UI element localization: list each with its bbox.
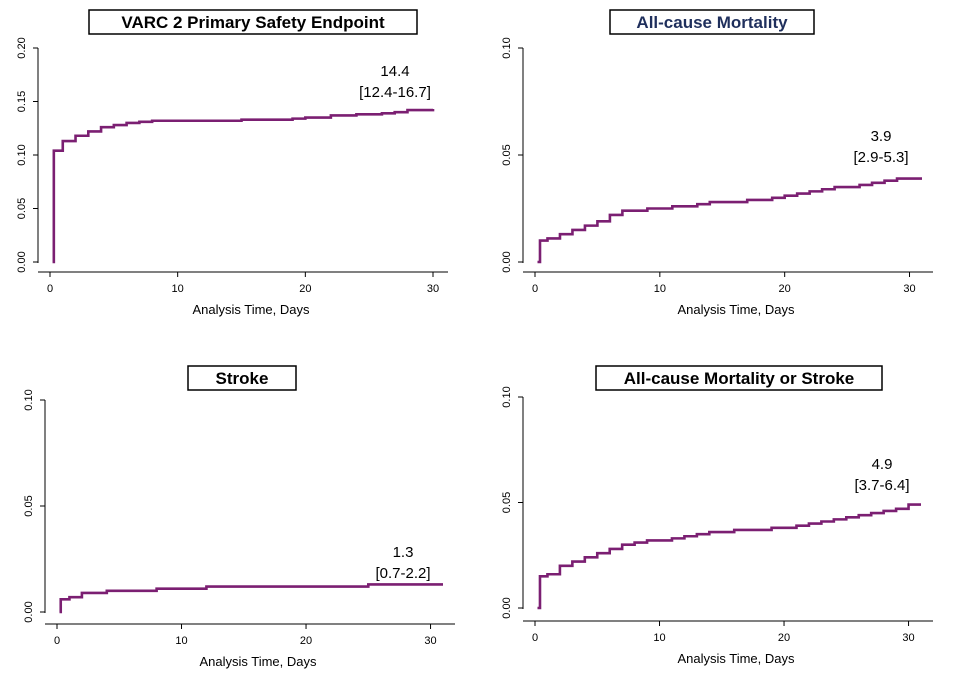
panel-mortality-or-stroke: 0.00 0.05 0.10 0 10 20 30 Analysis Time, Days Al… <box>501 365 933 666</box>
y-tick-label: 0.05 <box>23 495 35 516</box>
annotation-value: 4.9 <box>872 456 893 473</box>
y-tick-label: 0.10 <box>16 144 28 165</box>
y-tick-label: 0.05 <box>501 144 513 165</box>
annotation-value: 14.4 <box>380 63 409 80</box>
y-tick-label: 0.05 <box>16 198 28 219</box>
title-text: All-cause Mortality <box>636 13 788 32</box>
km-curve <box>537 177 922 264</box>
title-text: All-cause Mortality or Stroke <box>624 369 855 388</box>
panel-primary-safety-endpoint: 0.00 0.05 0.10 0.15 0.20 0 10 20 30 Analysis Time… <box>16 9 448 317</box>
km-curve <box>59 583 443 614</box>
panel-title: Stroke <box>187 365 297 391</box>
title-box <box>88 9 418 35</box>
y-tick-label: 0.10 <box>501 37 513 58</box>
annotation-value: 3.9 <box>871 128 892 145</box>
panel-all-cause-mortality: 0.00 0.05 0.10 0 10 20 30 Analysis Time, Days Al… <box>501 9 933 317</box>
title-box <box>609 9 815 35</box>
y-tick-label: 0.20 <box>16 37 28 58</box>
x-axis-label: Analysis Time, Days <box>192 302 310 317</box>
panel-title: All-cause Mortality <box>609 9 815 35</box>
km-curve <box>537 503 921 610</box>
x-tick-label: 30 <box>424 635 436 647</box>
km-curve <box>52 108 435 264</box>
x-axis-label: Analysis Time, Days <box>677 651 795 666</box>
annotation-ci: [3.7-6.4] <box>854 477 909 494</box>
x-tick-label: 10 <box>654 283 666 295</box>
x-tick-label: 0 <box>54 635 60 647</box>
x-axis-label: Analysis Time, Days <box>199 654 317 669</box>
y-tick-label: 0.05 <box>501 492 513 513</box>
x-tick-label: 10 <box>653 632 665 644</box>
title-text: Stroke <box>216 369 269 388</box>
annotation-ci: [2.9-5.3] <box>853 149 908 166</box>
y-tick-label: 0.15 <box>16 91 28 112</box>
y-tick-label: 0.10 <box>501 386 513 407</box>
panel-title: VARC 2 Primary Safety Endpoint <box>88 9 418 35</box>
x-tick-label: 0 <box>532 632 538 644</box>
y-tick-label: 0.00 <box>501 251 513 272</box>
y-tick-label: 0.00 <box>501 597 513 618</box>
y-tick-label: 0.10 <box>23 389 35 410</box>
x-tick-label: 20 <box>299 283 311 295</box>
x-tick-label: 20 <box>779 283 791 295</box>
x-tick-label: 20 <box>300 635 312 647</box>
x-tick-label: 10 <box>175 635 187 647</box>
x-tick-label: 30 <box>902 632 914 644</box>
x-tick-label: 0 <box>532 283 538 295</box>
annotation-value: 1.3 <box>393 544 414 561</box>
x-tick-label: 10 <box>172 283 184 295</box>
x-tick-label: 20 <box>778 632 790 644</box>
panel-title: All-cause Mortality or Stroke <box>595 365 883 391</box>
annotation-ci: [0.7-2.2] <box>375 565 430 582</box>
x-axis-label: Analysis Time, Days <box>677 302 795 317</box>
y-tick-label: 0.00 <box>16 251 28 272</box>
title-text: VARC 2 Primary Safety Endpoint <box>121 13 385 32</box>
title-box <box>595 365 883 391</box>
panel-stroke: 0.00 0.05 0.10 0 10 20 30 Analysis Time, Days St… <box>23 365 455 669</box>
x-tick-label: 30 <box>903 283 915 295</box>
title-box <box>187 365 297 391</box>
x-tick-label: 30 <box>427 283 439 295</box>
x-tick-label: 0 <box>47 283 53 295</box>
annotation-ci: [12.4-16.7] <box>359 84 431 101</box>
y-tick-label: 0.00 <box>23 601 35 622</box>
